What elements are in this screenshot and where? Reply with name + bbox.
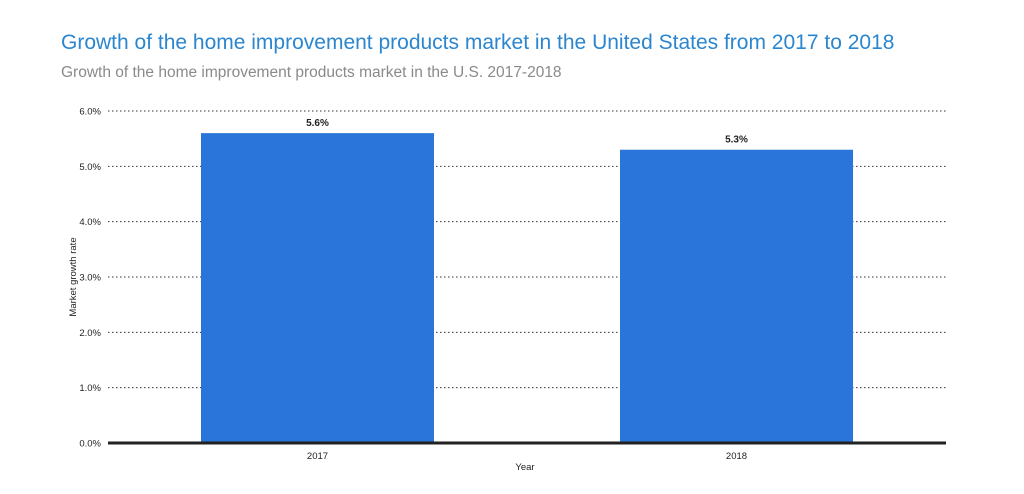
y-tick-label: 2.0% bbox=[79, 328, 101, 339]
bar-2018 bbox=[620, 149, 853, 443]
y-tick-label: 0.0% bbox=[79, 439, 101, 450]
bars: 5.6% 5.3% bbox=[201, 118, 853, 443]
y-tick-label: 6.0% bbox=[79, 107, 101, 118]
data-label: 5.3% bbox=[725, 135, 748, 146]
x-axis-label: Year bbox=[515, 462, 534, 473]
y-axis-label: Market growth rate bbox=[68, 237, 79, 316]
x-axis-ticks: 2017 2018 bbox=[307, 451, 747, 462]
y-tick-label: 5.0% bbox=[79, 162, 101, 173]
y-tick-label: 3.0% bbox=[79, 273, 101, 284]
y-axis-ticks: 0.0% 1.0% 2.0% 3.0% 4.0% 5.0% 6.0% bbox=[79, 107, 101, 450]
x-tick-label: 2017 bbox=[307, 451, 328, 462]
x-tick-label: 2018 bbox=[726, 451, 747, 462]
data-label: 5.6% bbox=[306, 118, 329, 129]
chart-title: Growth of the home improvement products … bbox=[61, 31, 895, 54]
bar-2017 bbox=[201, 133, 434, 443]
chart-subtitle: Growth of the home improvement products … bbox=[61, 64, 562, 81]
y-tick-label: 4.0% bbox=[79, 217, 101, 228]
y-tick-label: 1.0% bbox=[79, 383, 101, 394]
